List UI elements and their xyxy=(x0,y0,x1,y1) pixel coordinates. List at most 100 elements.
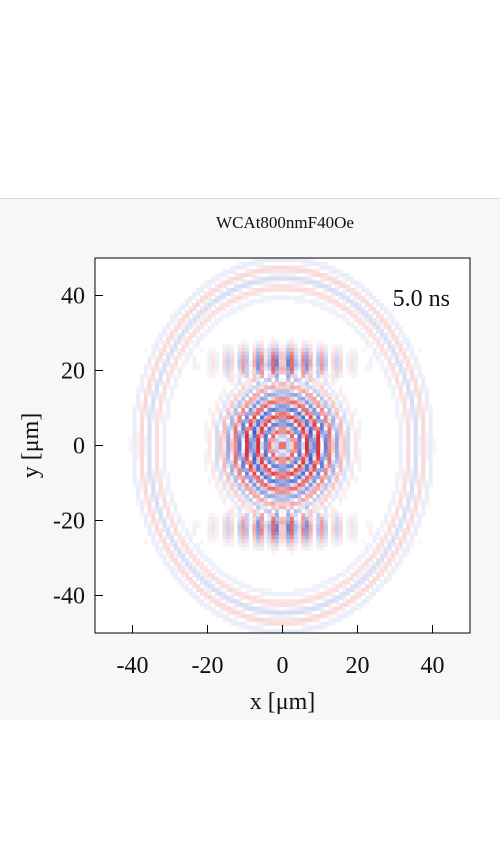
heatmap-cell xyxy=(267,531,272,536)
heatmap-cell xyxy=(158,393,163,398)
heatmap-cell xyxy=(365,336,370,341)
heatmap-cell xyxy=(256,610,261,615)
heatmap-cell xyxy=(192,554,197,559)
heatmap-cell xyxy=(350,411,355,416)
heatmap-cell xyxy=(241,460,246,465)
heatmap-cell xyxy=(252,449,257,454)
heatmap-cell xyxy=(230,430,235,435)
heatmap-cell xyxy=(357,280,362,285)
heatmap-cell xyxy=(192,524,197,529)
heatmap-cell xyxy=(173,509,178,514)
heatmap-cell xyxy=(173,528,178,533)
heatmap-cell xyxy=(305,498,310,503)
heatmap-cell xyxy=(282,258,287,263)
heatmap-cell xyxy=(181,336,186,341)
heatmap-cell xyxy=(398,449,403,454)
heatmap-cell xyxy=(252,419,257,424)
heatmap-cell xyxy=(282,344,287,349)
heatmap-cell xyxy=(218,588,223,593)
heatmap-cell xyxy=(241,539,246,544)
heatmap-cell xyxy=(207,303,212,308)
heatmap-cell xyxy=(380,539,385,544)
heatmap-cell xyxy=(406,430,411,435)
heatmap-cell xyxy=(410,494,415,499)
heatmap-cell xyxy=(395,543,400,548)
heatmap-cell xyxy=(256,629,261,634)
heatmap-cell xyxy=(290,501,295,506)
heatmap-cell xyxy=(282,591,287,596)
heatmap-cell xyxy=(256,528,261,533)
heatmap-cell xyxy=(290,483,295,488)
heatmap-cell xyxy=(151,411,156,416)
heatmap-cell xyxy=(170,501,175,506)
heatmap-cell xyxy=(230,543,235,548)
heatmap-cell xyxy=(233,299,238,304)
heatmap-cell xyxy=(222,359,227,364)
heatmap-cell xyxy=(275,449,280,454)
heatmap-cell xyxy=(297,381,302,386)
heatmap-cell xyxy=(252,359,257,364)
heatmap-cell xyxy=(331,426,336,431)
heatmap-cell xyxy=(248,614,253,619)
heatmap-cell xyxy=(327,483,332,488)
heatmap-cell xyxy=(248,404,253,409)
heatmap-cell xyxy=(316,355,321,360)
heatmap-cell xyxy=(181,318,186,323)
heatmap-cell xyxy=(323,295,328,300)
heatmap-cell xyxy=(308,464,313,469)
heatmap-cell xyxy=(237,516,242,521)
heatmap-cell xyxy=(233,273,238,278)
heatmap-cell xyxy=(308,528,313,533)
heatmap-cell xyxy=(215,310,220,315)
heatmap-cell xyxy=(170,344,175,349)
heatmap-cell xyxy=(252,415,257,420)
heatmap-cell xyxy=(312,419,317,424)
heatmap-cell xyxy=(222,449,227,454)
heatmap-cell xyxy=(162,430,167,435)
heatmap-cell xyxy=(398,558,403,563)
heatmap-cell xyxy=(237,441,242,446)
heatmap-cell xyxy=(290,276,295,281)
heatmap-cell xyxy=(357,295,362,300)
heatmap-cell xyxy=(241,449,246,454)
heatmap-cell xyxy=(241,430,246,435)
heatmap-cell xyxy=(158,359,163,364)
heatmap-cell xyxy=(398,359,403,364)
heatmap-cell xyxy=(218,584,223,589)
heatmap-cell xyxy=(140,471,145,476)
heatmap-cell xyxy=(188,539,193,544)
heatmap-cell xyxy=(226,411,231,416)
heatmap-cell xyxy=(200,588,205,593)
heatmap-cell xyxy=(222,453,227,458)
heatmap-cell xyxy=(301,603,306,608)
heatmap-cell xyxy=(380,321,385,326)
heatmap-cell xyxy=(417,441,422,446)
heatmap-cell xyxy=(308,618,313,623)
heatmap-cell xyxy=(203,299,208,304)
heatmap-cell xyxy=(158,490,163,495)
heatmap-cell xyxy=(230,370,235,375)
heatmap-cell xyxy=(230,378,235,383)
heatmap-cell xyxy=(140,378,145,383)
heatmap-cell xyxy=(252,430,257,435)
heatmap-cell xyxy=(267,539,272,544)
heatmap-cell xyxy=(260,261,265,266)
heatmap-cell xyxy=(230,524,235,529)
heatmap-cell xyxy=(406,520,411,525)
heatmap-cell xyxy=(290,419,295,424)
heatmap-cell xyxy=(282,400,287,405)
heatmap-cell xyxy=(342,588,347,593)
heatmap-cell xyxy=(380,561,385,566)
heatmap-cell xyxy=(286,400,291,405)
heatmap-cell xyxy=(316,621,321,626)
heatmap-cell xyxy=(327,381,332,386)
heatmap-cell xyxy=(147,419,152,424)
heatmap-cell xyxy=(331,291,336,296)
heatmap-cell xyxy=(192,366,197,371)
heatmap-cell xyxy=(230,610,235,615)
heatmap-cell xyxy=(170,314,175,319)
heatmap-cell xyxy=(222,389,227,394)
heatmap-cell xyxy=(170,554,175,559)
heatmap-cell xyxy=(293,426,298,431)
heatmap-cell xyxy=(252,535,257,540)
